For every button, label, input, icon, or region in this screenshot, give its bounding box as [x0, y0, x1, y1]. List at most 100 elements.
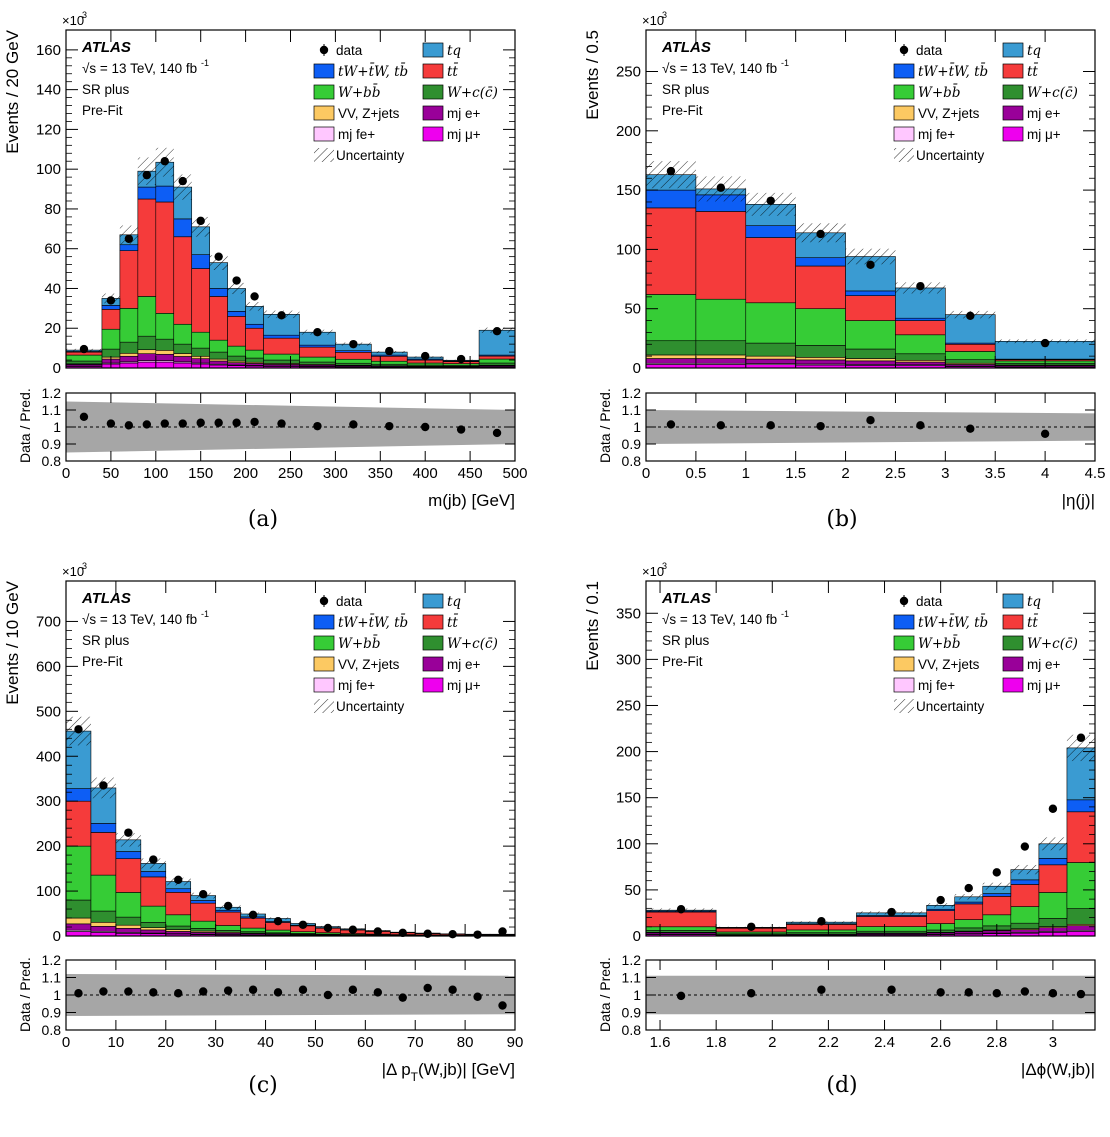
bar-Wc	[90, 910, 117, 923]
bar-Wbb	[155, 313, 175, 340]
region-label: SR plus	[662, 82, 710, 97]
fit-label: Pre-Fit	[662, 654, 703, 669]
bar-Wc	[245, 357, 264, 363]
legend-swatch-tq	[422, 42, 444, 58]
ratio-y-axis-title: Data / Pred.	[17, 388, 33, 463]
bar-Wbb	[90, 874, 117, 912]
chart-panel-0: 0 20 40 60 80 100 120 140 160×103 Events / 20 GeV…	[3, 10, 528, 532]
legend-swatch-Wc	[1002, 84, 1024, 100]
y-tick-label: 0	[633, 928, 641, 945]
y-tick-label: 150	[616, 182, 641, 199]
bar-ttbar	[101, 309, 121, 330]
data-point	[866, 260, 875, 270]
ratio-point	[866, 416, 875, 425]
ratio-point	[473, 992, 482, 1001]
bar-Wc	[745, 342, 796, 357]
data-point	[323, 923, 333, 933]
y-tick-label: 600	[36, 658, 61, 675]
x-tick-label: 80	[457, 1034, 474, 1051]
bar-mj_e	[209, 360, 228, 365]
bar-ttbar	[645, 911, 717, 928]
data-point	[198, 890, 208, 899]
x-tick-label: 3	[1049, 1034, 1057, 1051]
ratio-y-tick-label: 1.1	[42, 970, 62, 986]
energy-label-sup: -1	[201, 609, 209, 619]
x-tick-label: 0	[62, 1034, 70, 1051]
legend-tq: tq	[1027, 43, 1041, 59]
x-tick-label: 450	[458, 465, 483, 482]
bar-tW_tb	[173, 218, 193, 238]
x-tick-label: 3	[941, 465, 949, 482]
ratio-y-tick-label: 0.8	[622, 453, 642, 469]
y-axis-title: Events / 20 GeV	[3, 29, 22, 153]
ratio-point	[448, 985, 457, 994]
x-tick-label: 90	[507, 1034, 524, 1051]
x-tick-label: 4.5	[1085, 465, 1106, 482]
data-point	[498, 927, 507, 936]
data-point	[448, 930, 457, 939]
ratio-y-tick-label: 1.1	[42, 402, 62, 418]
y-tick-label: 250	[616, 64, 641, 81]
bar-tW_tb	[209, 288, 228, 297]
data-point	[298, 920, 308, 929]
ratio-point	[676, 991, 686, 1001]
legend-Wbb: W+bb̄	[338, 635, 380, 652]
bar-Wc	[845, 348, 896, 359]
ratio-point	[106, 419, 116, 428]
legend-VV_Zjets: VV, Z+jets	[918, 657, 980, 672]
bar-tW_tb	[191, 254, 210, 269]
energy-label: √s = 13 TeV, 140 fb	[82, 61, 197, 76]
legend-uncertainty: Uncertainty	[336, 148, 405, 163]
bar-mj_e	[173, 356, 193, 363]
bar-mj_e	[895, 361, 946, 366]
ratio-point	[716, 421, 726, 430]
legend-swatch-mj_mu	[1002, 677, 1024, 693]
legend-mj_e: mj e+	[1027, 657, 1061, 672]
ratio-point	[936, 988, 945, 997]
data-point	[273, 916, 283, 926]
legend-Wc: W+c(c̄)	[447, 85, 498, 101]
data-point	[313, 328, 322, 337]
ratio-point	[498, 1001, 507, 1010]
y-multiplier: ×10	[642, 564, 664, 579]
data-point	[373, 927, 383, 936]
ratio-y-tick-label: 1.2	[42, 385, 62, 401]
y-tick-label: 0	[633, 360, 641, 377]
bar-Wbb	[1038, 892, 1068, 919]
x-axis-title: |η(j)|	[1062, 491, 1095, 510]
legend-swatch-Wc	[422, 84, 444, 100]
ratio-point	[666, 420, 676, 429]
data-point	[149, 855, 158, 864]
energy-label-sup: -1	[201, 58, 209, 68]
y-axis-title: Events / 0.5	[583, 30, 602, 120]
bar-Wbb	[240, 927, 266, 932]
legend-ttbar: tt̄	[447, 614, 459, 631]
bar-VV_Zjets	[65, 917, 92, 925]
bar-Wbb	[645, 294, 697, 342]
bar-Wc	[945, 359, 996, 364]
y-tick-label: 100	[616, 241, 641, 258]
legend-swatch-tW_tb	[893, 614, 915, 630]
ratio-y-tick-label: 0.9	[622, 1005, 642, 1021]
legend-swatch-VV_Zjets	[893, 656, 915, 672]
bar-Wbb	[265, 929, 291, 934]
main-frame	[65, 580, 516, 937]
bar-ttbar	[335, 351, 372, 360]
ratio-y-tick-label: 1.1	[622, 970, 642, 986]
legend-swatch-ttbar	[1002, 614, 1024, 630]
legend-tq: tq	[447, 594, 461, 610]
data-point	[1048, 804, 1058, 813]
bar-tW_tb	[155, 185, 175, 203]
y-tick-label: 300	[616, 651, 641, 668]
legend-swatch-VV_Zjets	[313, 105, 335, 121]
ratio-point	[766, 421, 775, 430]
legend-swatch-Wbb	[893, 84, 915, 100]
legend-swatch-tq	[1002, 593, 1024, 609]
bar-mj_e	[119, 355, 139, 363]
bar-mj_e	[695, 358, 747, 364]
ratio-point	[992, 989, 1001, 998]
data-point	[160, 157, 169, 166]
bar-ttbar	[173, 236, 193, 325]
y-tick-label: 60	[44, 241, 61, 258]
